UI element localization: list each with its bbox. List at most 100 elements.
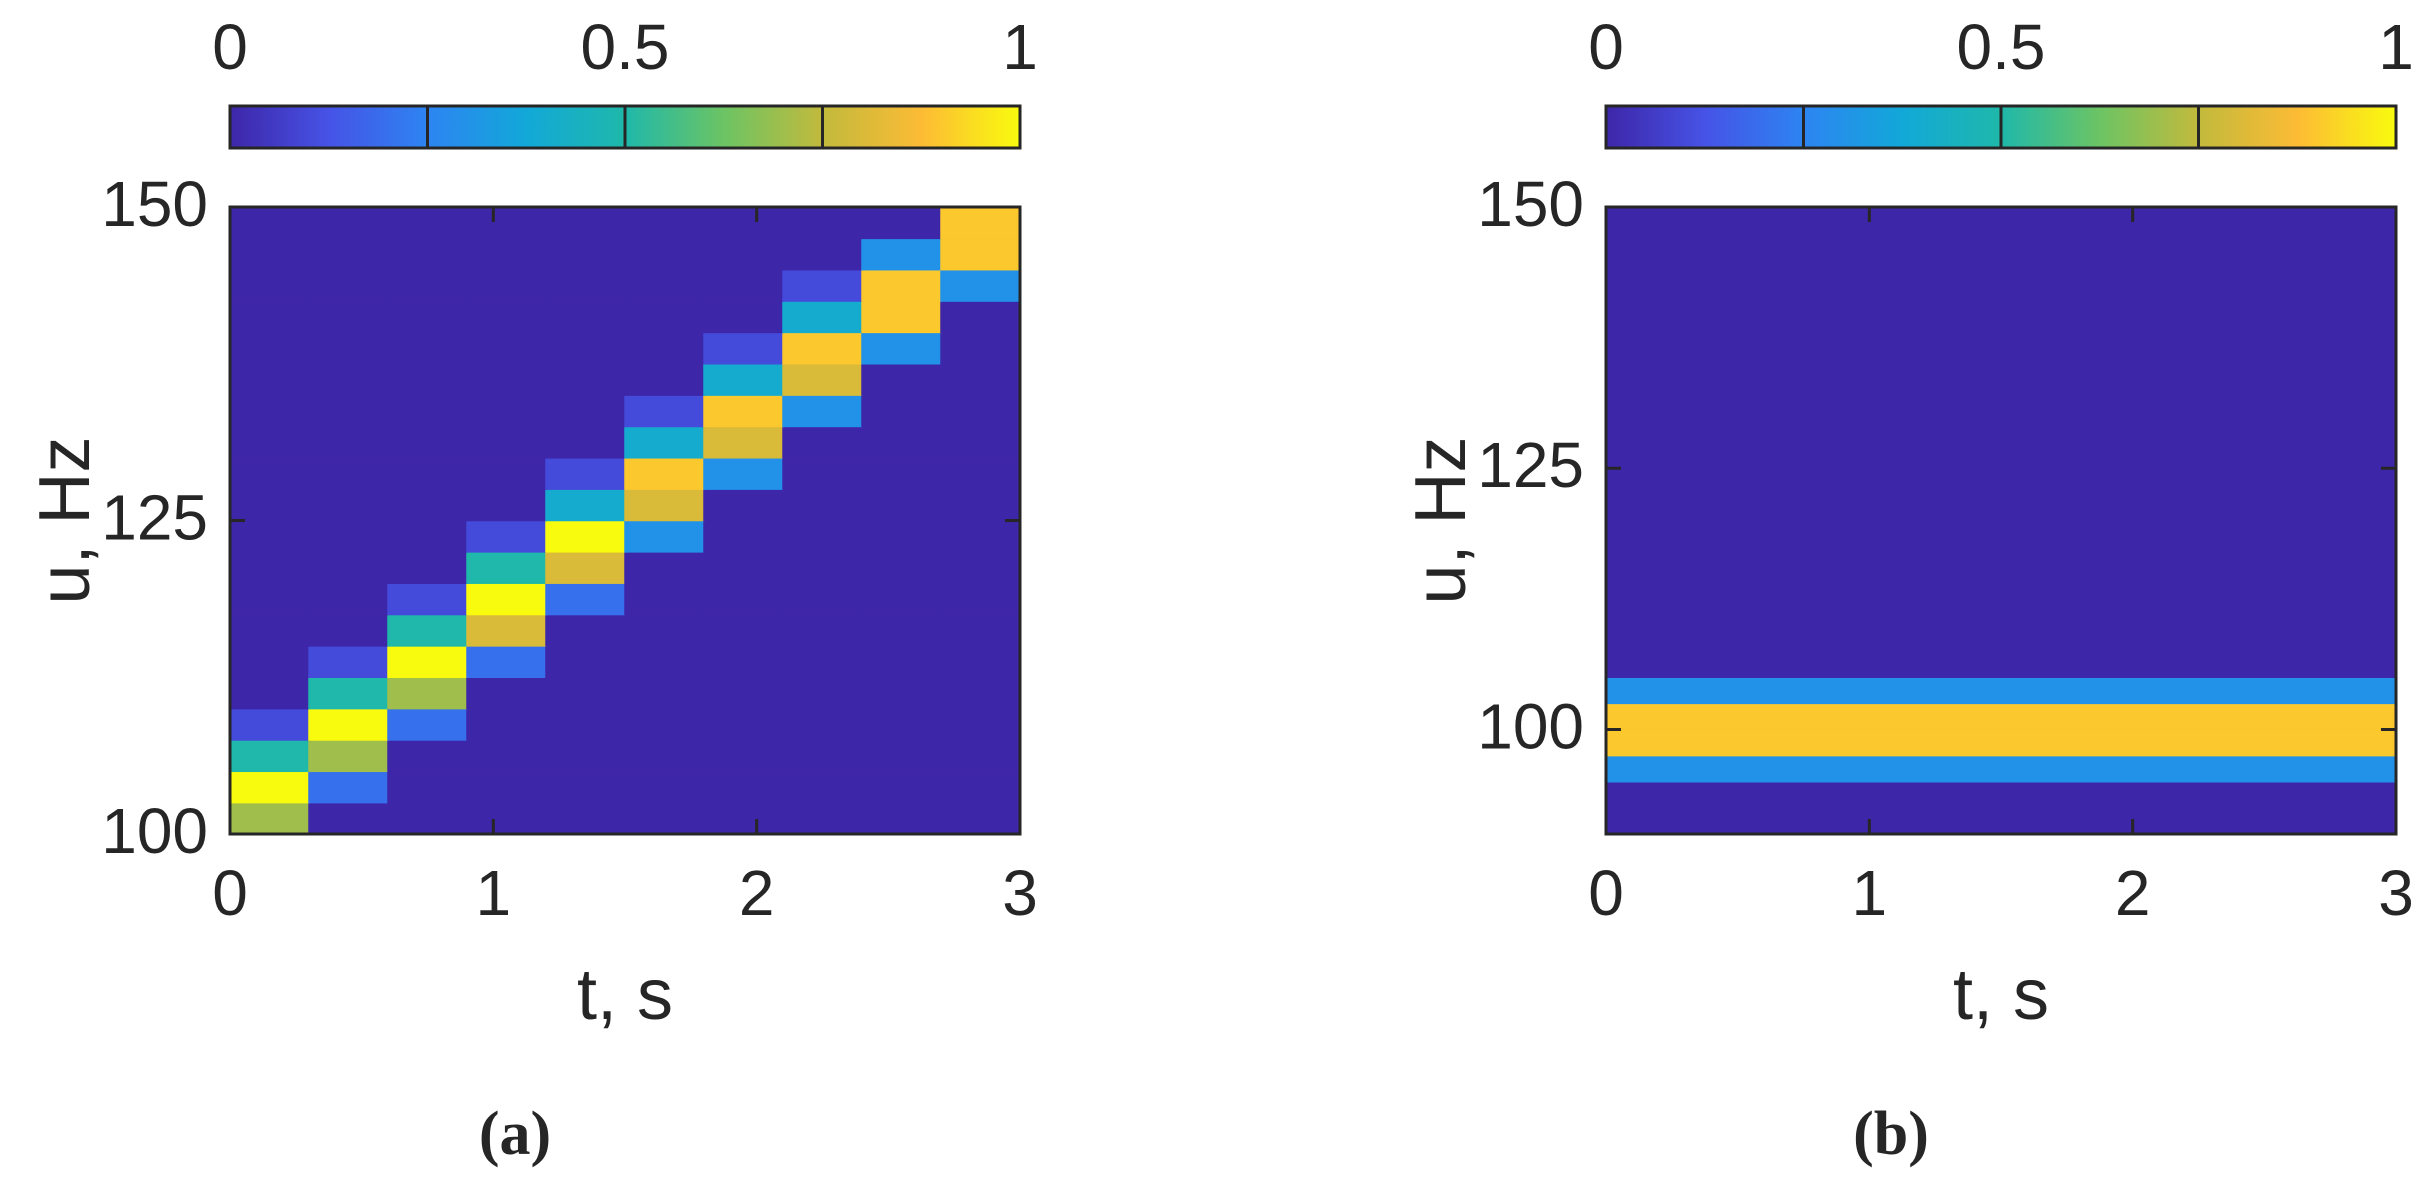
heatmap-cell xyxy=(624,300,705,334)
heatmap-cell xyxy=(308,551,389,584)
heatmap-cell xyxy=(466,457,547,490)
heatmap-cell xyxy=(466,300,547,334)
colorbar-tick-label: 0 xyxy=(212,11,248,83)
heatmap-cell xyxy=(387,237,468,271)
heatmap-cell xyxy=(861,394,942,428)
heatmap-cell xyxy=(940,551,1021,584)
heatmap-cell xyxy=(466,801,547,835)
heatmap-cell xyxy=(624,519,705,553)
heatmap-cell xyxy=(466,268,547,302)
heatmap-cell xyxy=(308,613,389,647)
heatmap-cell xyxy=(940,457,1021,490)
heatmap-cell xyxy=(387,551,468,584)
heatmap-cell xyxy=(624,394,705,428)
heatmap-cell xyxy=(545,237,626,271)
heatmap-cell xyxy=(466,613,547,647)
heatmap-cell xyxy=(624,237,705,271)
heatmap-cell xyxy=(387,707,468,741)
heatmap-cell xyxy=(545,331,626,365)
heatmap-cell xyxy=(545,770,626,804)
x-tick-label: 2 xyxy=(739,857,775,929)
heatmap-cell xyxy=(703,425,784,459)
heatmap-cell xyxy=(940,676,1021,710)
colorbar-tick-label: 1 xyxy=(1002,11,1038,83)
heatmap-cell xyxy=(782,707,863,741)
y-tick-label: 150 xyxy=(1477,168,1584,240)
heatmap-cell xyxy=(861,268,942,302)
heatmap-cell xyxy=(940,394,1021,428)
heatmap-cell xyxy=(229,645,310,679)
y-tick-label: 150 xyxy=(101,168,208,240)
heatmap-cell xyxy=(1605,206,2397,234)
heatmap-cell xyxy=(387,394,468,428)
heatmap-cell xyxy=(466,707,547,741)
heatmap-cell xyxy=(861,551,942,584)
heatmap-cell xyxy=(703,300,784,334)
heatmap-cell xyxy=(387,457,468,490)
heatmap-cell xyxy=(387,331,468,365)
heatmap-cell xyxy=(229,613,310,647)
heatmap-cell xyxy=(861,331,942,365)
x-tick-label: 3 xyxy=(1002,857,1038,929)
heatmap-cell xyxy=(861,739,942,773)
heatmap-cell xyxy=(861,707,942,741)
heatmap-cell xyxy=(782,300,863,334)
heatmap-cell xyxy=(703,801,784,835)
heatmap-cell xyxy=(940,206,1021,240)
heatmap-cell xyxy=(703,488,784,522)
heatmap-cell xyxy=(387,300,468,334)
heatmap-cell xyxy=(1605,258,2397,287)
heatmap-cell xyxy=(1605,624,2397,652)
heatmap-cell xyxy=(308,488,389,522)
heatmap-cell xyxy=(703,394,784,428)
heatmap-cell xyxy=(229,268,310,302)
heatmap-cell xyxy=(703,363,784,396)
heatmap-cell xyxy=(861,582,942,616)
heatmap-cell xyxy=(861,488,942,522)
heatmap-cell xyxy=(703,206,784,240)
heatmap-cell xyxy=(703,739,784,773)
heatmap-cell xyxy=(782,676,863,710)
heatmap-cell xyxy=(940,488,1021,522)
heatmap-cell xyxy=(624,551,705,584)
heatmap-cell xyxy=(782,551,863,584)
heatmap-cell xyxy=(940,237,1021,271)
heatmap-cell xyxy=(387,363,468,396)
heatmap-cell xyxy=(1605,807,2397,835)
heatmap-cell xyxy=(703,613,784,647)
heatmap-cell xyxy=(1605,754,2397,783)
heatmap-cell xyxy=(1605,441,2397,469)
heatmap-cell xyxy=(624,457,705,490)
heatmap-cell xyxy=(782,363,863,396)
heatmap-cell xyxy=(782,519,863,553)
y-tick-label: 125 xyxy=(101,481,208,553)
heatmap-cell xyxy=(1605,389,2397,417)
heatmap-cell xyxy=(624,645,705,679)
heatmap-cell xyxy=(861,519,942,553)
heatmap-cell xyxy=(940,645,1021,679)
heatmap-cell xyxy=(782,457,863,490)
heatmap-cell xyxy=(624,425,705,459)
heatmap-cell xyxy=(940,801,1021,835)
heatmap-cell xyxy=(624,206,705,240)
heatmap-cell xyxy=(387,739,468,773)
heatmap-cell xyxy=(1605,467,2397,496)
heatmap-cell xyxy=(387,425,468,459)
heatmap-cell xyxy=(782,425,863,459)
heatmap-cell xyxy=(703,645,784,679)
x-tick-label: 0 xyxy=(1588,857,1624,929)
heatmap-cell xyxy=(624,331,705,365)
heatmap-cell xyxy=(940,770,1021,804)
x-tick-label: 1 xyxy=(476,857,512,929)
heatmap-cell xyxy=(940,268,1021,302)
heatmap-cell xyxy=(624,488,705,522)
heatmap-cell xyxy=(466,676,547,710)
heatmap-cell xyxy=(782,488,863,522)
panel-caption: (a) xyxy=(479,1100,551,1168)
heatmap-cell xyxy=(308,300,389,334)
heatmap-cell xyxy=(466,425,547,459)
heatmap-cell xyxy=(308,582,389,616)
x-tick-label: 1 xyxy=(1852,857,1888,929)
heatmap-cell xyxy=(1605,232,2397,260)
heatmap-cell xyxy=(940,582,1021,616)
